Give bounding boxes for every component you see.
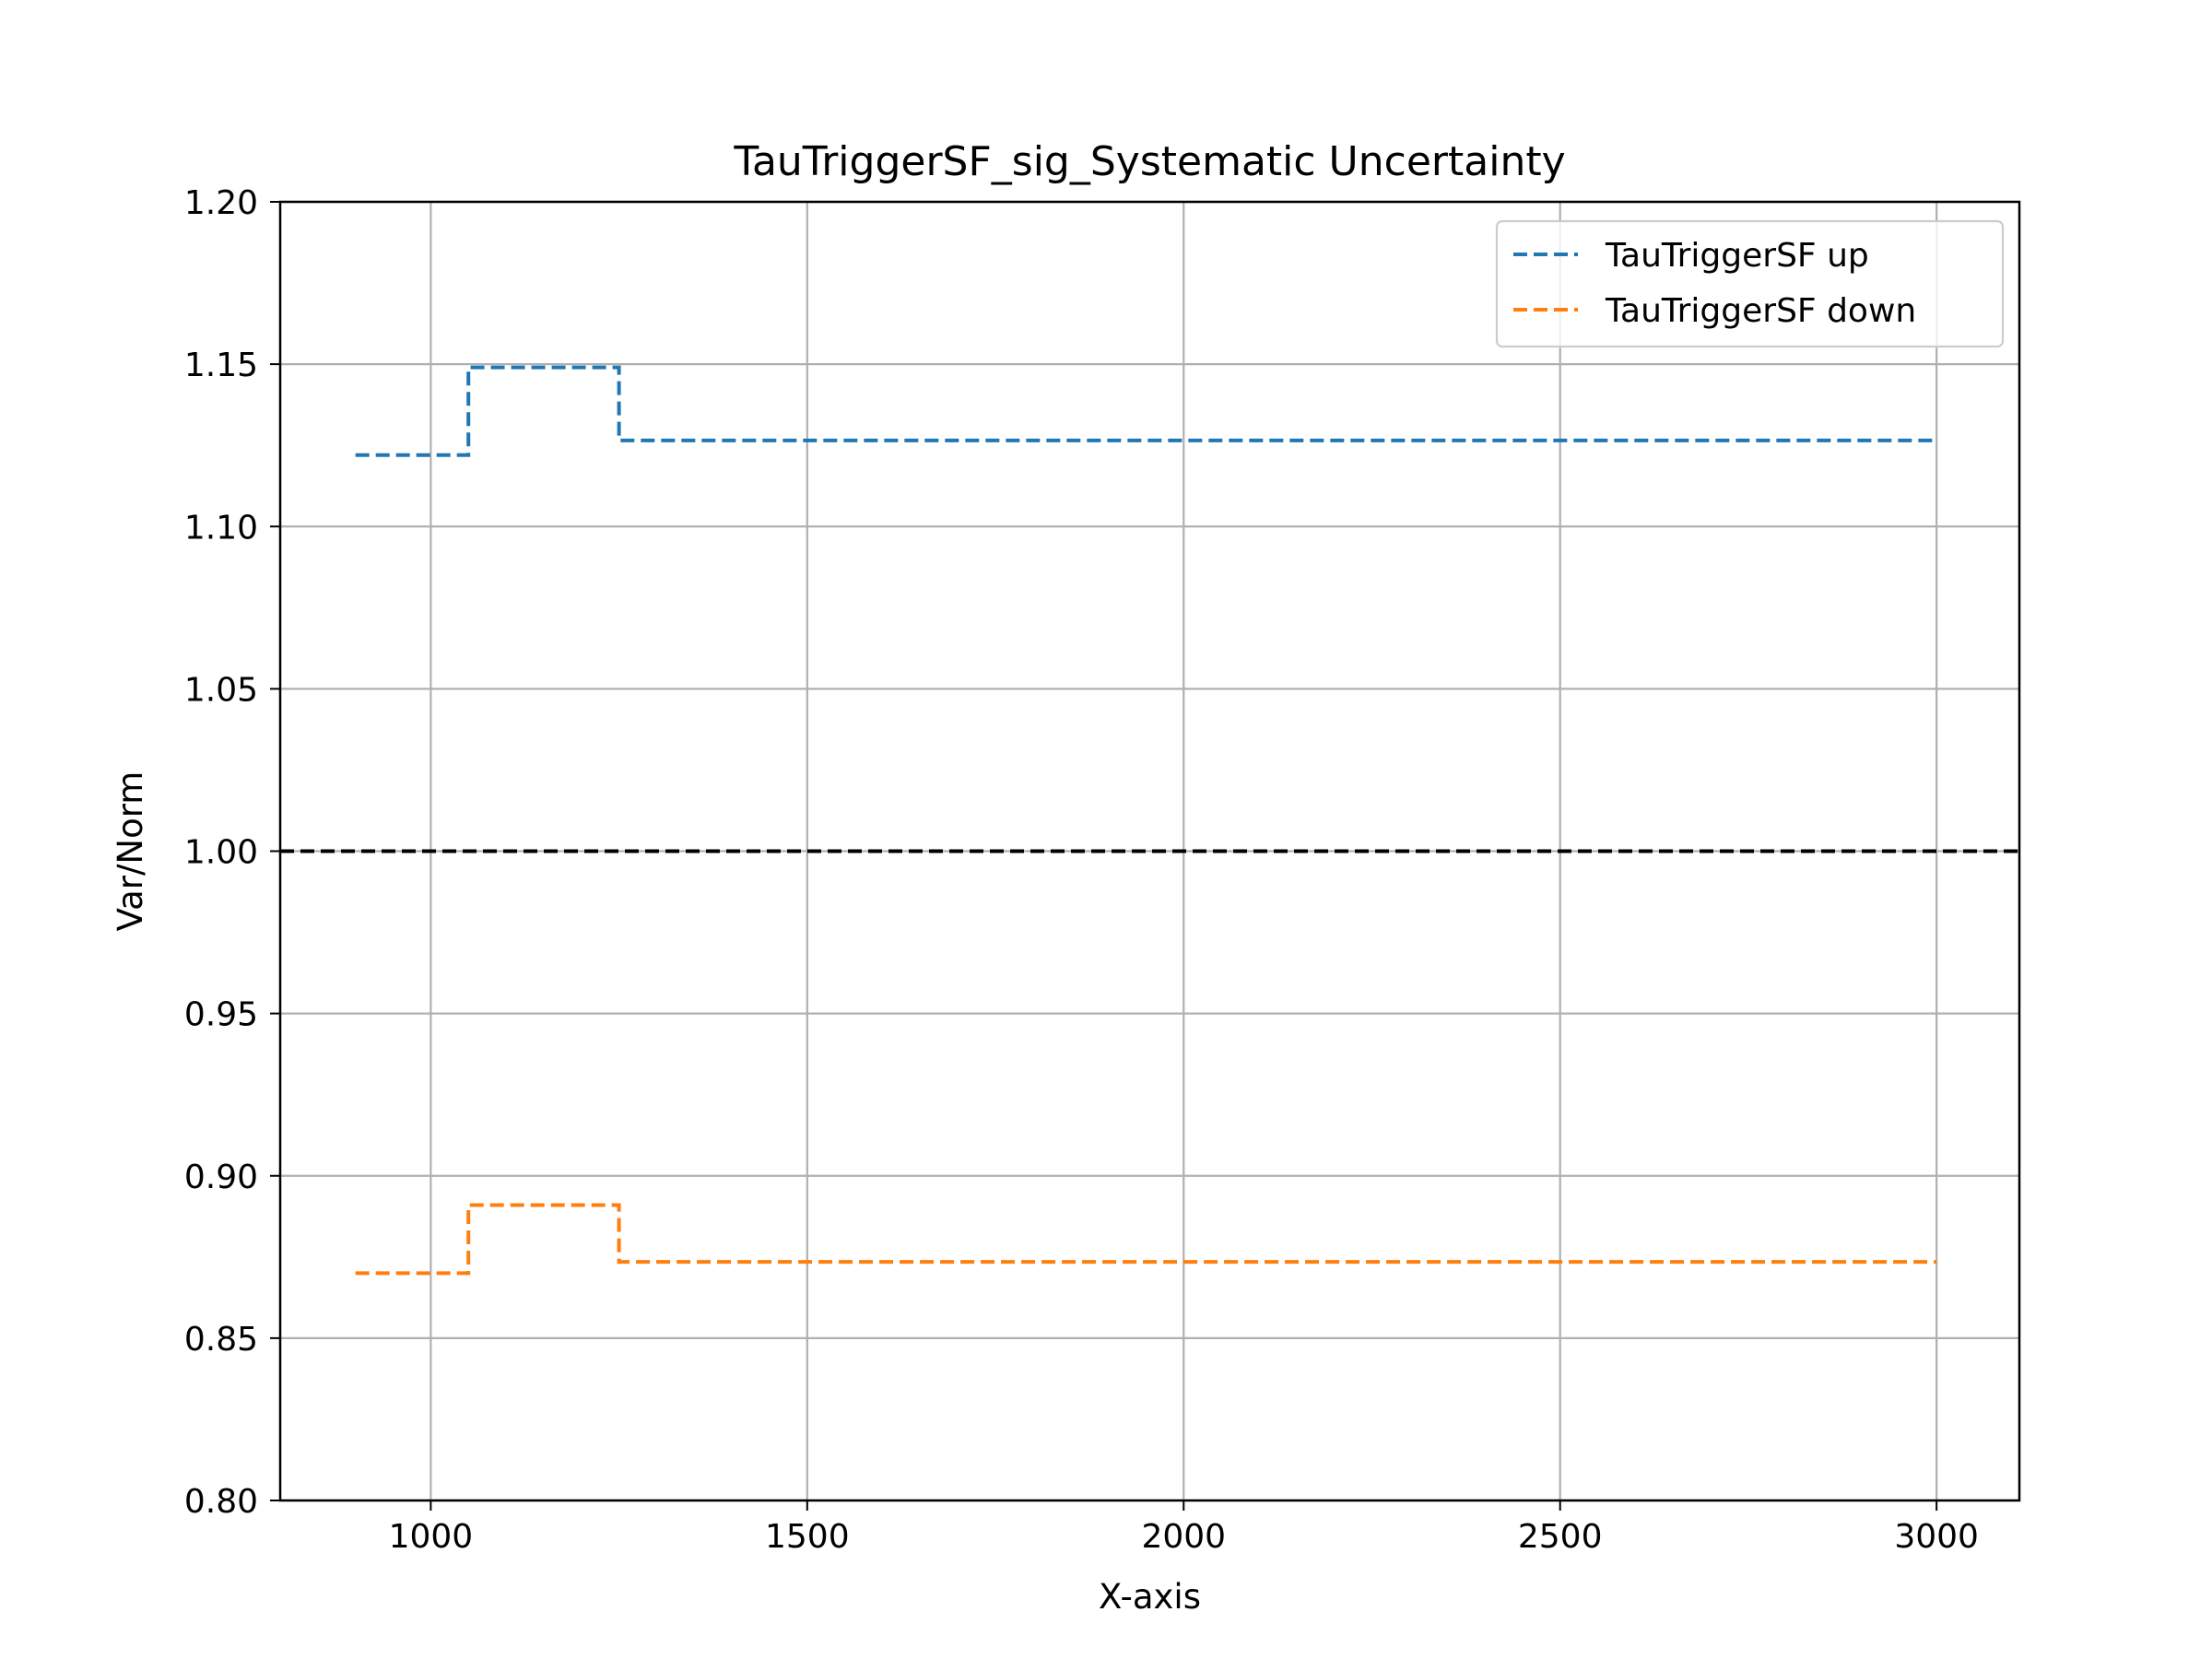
y-tick-label: 1.05 — [184, 671, 258, 709]
y-tick-label: 0.80 — [184, 1483, 258, 1521]
series-line-up — [355, 365, 1937, 457]
legend-label: TauTriggerSF down — [1605, 292, 1916, 330]
plot-series — [280, 365, 2019, 1276]
legend: TauTriggerSF up TauTriggerSF down — [1495, 219, 2005, 348]
x-tick-label: 2500 — [1518, 1518, 1603, 1556]
y-axis-title: Var/Norm — [111, 771, 150, 932]
x-tick-label: 2000 — [1141, 1518, 1226, 1556]
y-tick-label: 1.15 — [184, 347, 258, 384]
x-tick-label: 1500 — [765, 1518, 850, 1556]
y-tick-label: 0.90 — [184, 1159, 258, 1196]
x-axis-title: X-axis — [1099, 1577, 1201, 1617]
chart-title: TauTriggerSF_sig_Systematic Uncertainty — [733, 138, 1565, 185]
series-line-down — [355, 1203, 1937, 1276]
y-tick-label: 1.20 — [184, 184, 258, 222]
y-tick-label: 1.10 — [184, 509, 258, 547]
legend-box — [1495, 219, 2005, 348]
y-tick-label: 1.00 — [184, 834, 258, 872]
x-tick-label: 3000 — [1894, 1518, 1979, 1556]
x-tick-label: 1000 — [389, 1518, 474, 1556]
axis-ticks: 1000 1500 2000 2500 3000 0.80 0.85 0.90 0.95 1.00… — [184, 184, 1979, 1556]
legend-label: TauTriggerSF up — [1605, 237, 1869, 275]
y-tick-label: 0.85 — [184, 1321, 258, 1359]
y-tick-label: 0.95 — [184, 996, 258, 1034]
